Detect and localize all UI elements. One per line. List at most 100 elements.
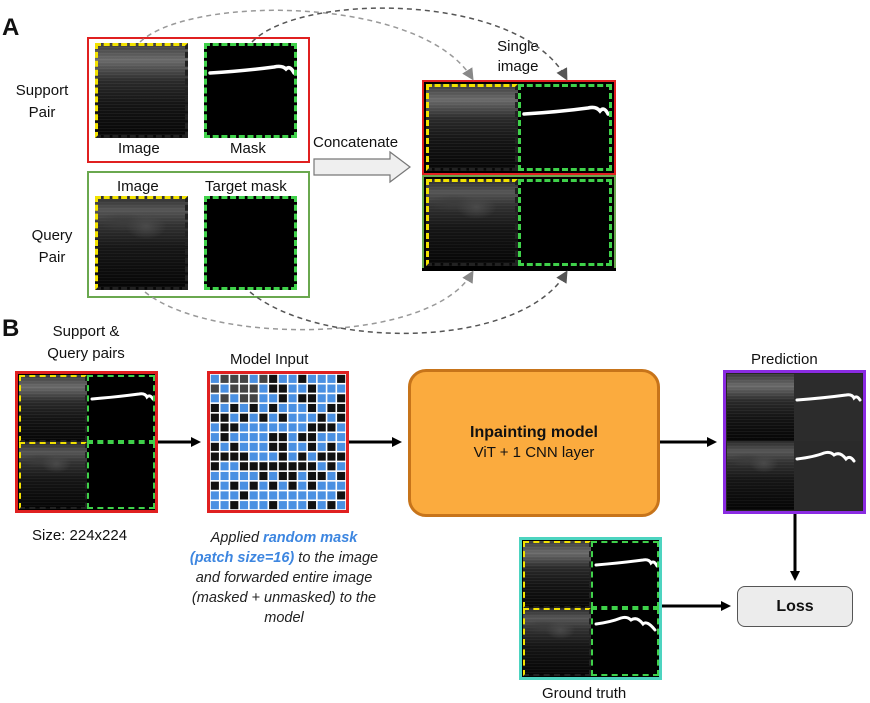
visible-patch	[249, 403, 258, 413]
visible-patch	[220, 413, 229, 422]
support-query-pairs-label: Support & Query pairs	[26, 323, 146, 363]
query-pair-label: Query Pair	[12, 227, 92, 267]
query-image-dash	[95, 196, 188, 290]
visible-patch	[259, 462, 268, 471]
visible-patch	[230, 403, 239, 413]
masked-patch	[327, 394, 336, 403]
masked-patch	[259, 491, 268, 500]
gt-support-image	[523, 541, 591, 608]
masked-patch	[298, 413, 307, 422]
visible-patch	[298, 462, 307, 471]
masked-patch	[210, 491, 219, 500]
visible-patch	[210, 413, 219, 422]
masked-patch	[239, 442, 249, 451]
masked-patch	[249, 433, 258, 442]
masked-patch	[269, 423, 278, 432]
visible-patch	[288, 471, 297, 481]
masked-patch	[249, 491, 258, 500]
masked-patch	[278, 423, 287, 432]
masked-patch	[288, 413, 297, 422]
masked-patch	[239, 403, 249, 413]
query-mask-label: Target mask	[205, 178, 287, 195]
visible-patch	[307, 442, 317, 451]
model-title: Inpainting model	[470, 424, 598, 441]
visible-patch	[307, 471, 317, 481]
masked-patch	[317, 491, 326, 500]
masked-patch	[337, 433, 346, 442]
masked-patch	[278, 501, 287, 510]
visible-patch	[269, 501, 278, 510]
pairs-support-mask-dash	[87, 375, 155, 442]
gt-query-mask-stroke	[594, 615, 657, 632]
masked-patch	[327, 384, 336, 393]
model-subtitle: ViT + 1 CNN layer	[473, 444, 595, 461]
support-mask	[204, 43, 297, 138]
visible-patch	[249, 384, 258, 393]
visible-patch	[230, 442, 239, 451]
masked-patch	[259, 481, 268, 490]
masked-patch	[317, 394, 326, 403]
visible-patch	[269, 403, 278, 413]
visible-patch	[327, 403, 336, 413]
visible-patch	[278, 413, 287, 422]
single-query-image-dash	[426, 179, 518, 266]
support-query-pairs-line1: Support &	[52, 323, 120, 340]
single-support-mask-stroke	[522, 105, 610, 116]
masked-patch	[298, 403, 307, 413]
single-image-label-line2: image	[497, 58, 539, 75]
visible-patch	[278, 471, 287, 481]
masked-patch	[298, 423, 307, 432]
query-image	[95, 196, 188, 290]
visible-patch	[249, 394, 258, 403]
masked-patch	[298, 501, 307, 510]
masked-patch	[220, 403, 229, 413]
masked-patch	[269, 471, 278, 481]
support-pair-label: Support Pair	[2, 82, 82, 122]
masked-patch	[259, 384, 268, 393]
single-image-bottom-bar	[422, 268, 616, 271]
visible-patch	[210, 462, 219, 471]
masked-patch	[230, 471, 239, 481]
support-image-dash	[95, 43, 188, 138]
gt-support-mask-dash	[591, 541, 659, 608]
caption-highlight-patch-size: (patch size=16)	[189, 550, 295, 566]
masked-patch	[317, 374, 326, 383]
support-mask-label: Mask	[230, 140, 266, 157]
masked-patch	[288, 433, 297, 442]
masked-patch	[230, 491, 239, 500]
support-image-label: Image	[118, 140, 160, 157]
masked-patch	[298, 471, 307, 481]
masked-patch	[288, 491, 297, 500]
visible-patch	[269, 374, 278, 383]
visible-patch	[220, 374, 229, 383]
masked-patch	[327, 413, 336, 422]
single-image-label: Single image	[478, 38, 558, 76]
masked-patch	[210, 423, 219, 432]
single-support-mask-dash	[518, 84, 612, 171]
inpainting-model-box: Inpainting model ViT + 1 CNN layer	[408, 369, 660, 517]
visible-patch	[220, 394, 229, 403]
visible-patch	[307, 394, 317, 403]
masked-patch	[230, 394, 239, 403]
visible-patch	[210, 384, 219, 393]
caption-prefix: Applied	[210, 530, 264, 546]
masked-patch	[327, 491, 336, 500]
visible-patch	[278, 394, 287, 403]
masked-patch	[317, 481, 326, 490]
gt-support-mask-stroke	[594, 558, 659, 568]
masked-patch	[288, 374, 297, 383]
visible-patch	[220, 423, 229, 432]
single-query-image	[426, 179, 518, 266]
visible-patch	[298, 374, 307, 383]
gt-query-mask-dash	[591, 608, 659, 676]
masked-patch	[259, 403, 268, 413]
masked-patch	[249, 423, 258, 432]
masked-patch	[288, 423, 297, 432]
visible-patch	[259, 374, 268, 383]
masked-patch	[259, 433, 268, 442]
visible-patch	[230, 384, 239, 393]
visible-patch	[239, 462, 249, 471]
masked-patch	[278, 491, 287, 500]
visible-patch	[269, 481, 278, 490]
masked-patch	[259, 452, 268, 461]
